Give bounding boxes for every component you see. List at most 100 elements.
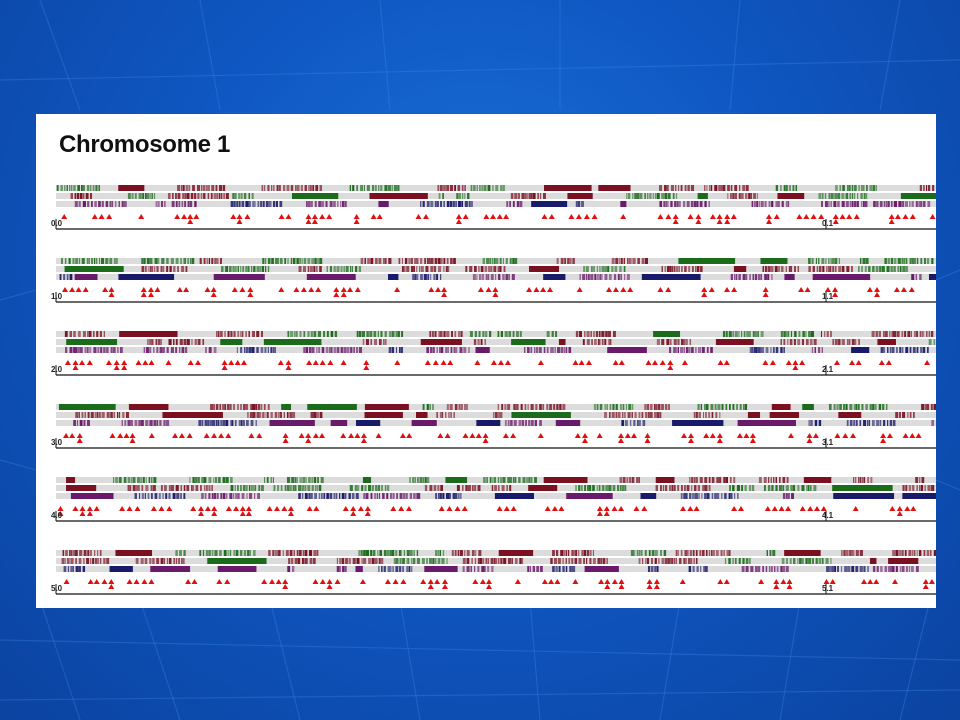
- marker-triangle: [126, 579, 133, 584]
- feature-bar: [454, 550, 457, 556]
- feature-bar: [267, 266, 270, 272]
- feature-bar: [787, 339, 789, 345]
- feature-bar: [262, 201, 265, 207]
- feature-bar: [426, 258, 429, 264]
- marker-triangle: [282, 579, 289, 584]
- feature-bar: [156, 347, 159, 353]
- feature-bar: [890, 201, 893, 207]
- feature-bar: [446, 558, 448, 564]
- feature-bar: [458, 331, 461, 337]
- feature-bar: [514, 558, 518, 564]
- marker-triangle: [766, 214, 772, 219]
- feature-bar: [656, 339, 660, 345]
- feature-bar: [299, 331, 302, 337]
- marker-triangle: [544, 506, 551, 511]
- feature-bar: [337, 347, 340, 353]
- feature-bar: [201, 185, 203, 191]
- feature-bar: [760, 347, 762, 353]
- feature-bar: [265, 201, 269, 207]
- feature-bar: [346, 347, 350, 353]
- feature-bar: [863, 193, 866, 199]
- feature-bar: [260, 485, 264, 491]
- feature-bar: [86, 258, 88, 264]
- feature-bar: [305, 347, 309, 353]
- feature-bar: [883, 201, 886, 207]
- feature-bar: [290, 185, 294, 191]
- feature-bar: [312, 185, 315, 191]
- marker-triangle: [166, 506, 173, 511]
- feature-bar: [648, 550, 651, 556]
- feature-bar: [818, 420, 822, 426]
- feature-bar: [754, 274, 758, 280]
- feature-bar: [915, 274, 918, 280]
- feature-bar: [790, 266, 793, 272]
- feature-bar: [644, 404, 646, 410]
- feature-bar: [160, 266, 163, 272]
- feature-bar: [207, 420, 210, 426]
- feature-bar: [592, 485, 595, 491]
- feature-bar: [922, 201, 926, 207]
- feature-bar: [502, 477, 506, 483]
- feature-bar: [699, 201, 703, 207]
- feature-bar: [845, 193, 849, 199]
- feature-bar: [741, 485, 744, 491]
- marker-triangle: [231, 287, 238, 292]
- feature-bar: [98, 185, 100, 191]
- marker-triangle: [462, 214, 469, 219]
- feature-bar: [724, 558, 727, 564]
- feature-bar: [365, 493, 369, 499]
- marker-triangle: [575, 214, 582, 219]
- feature-bar: [275, 258, 277, 264]
- feature-bar: [683, 339, 685, 345]
- feature-bar: [201, 493, 204, 499]
- feature-bar: [118, 477, 122, 483]
- feature-bar: [752, 274, 755, 280]
- feature-bar: [83, 550, 87, 556]
- feature-bar: [291, 566, 295, 572]
- feature-bar: [693, 558, 696, 564]
- feature-bar: [663, 201, 666, 207]
- marker-triangle: [503, 214, 510, 219]
- feature-bar: [339, 558, 342, 564]
- marker-triangle: [399, 433, 406, 438]
- marker-triangle: [434, 579, 441, 584]
- feature-bar: [230, 420, 232, 426]
- feature-bar: [286, 485, 290, 491]
- feature-bar: [356, 558, 360, 564]
- feature-bar: [915, 566, 919, 572]
- feature-bar: [689, 477, 691, 483]
- marker-triangle: [86, 511, 93, 516]
- feature-bar: [389, 550, 392, 556]
- feature-bar: [787, 201, 790, 207]
- feature-bar: [349, 185, 352, 191]
- feature-bar: [762, 347, 764, 353]
- marker-triangle: [218, 433, 225, 438]
- feature-bar: [539, 404, 542, 410]
- marker-triangle: [893, 287, 900, 292]
- feature-bar: [895, 550, 899, 556]
- feature-bar: [592, 550, 594, 556]
- feature-block: [70, 493, 114, 499]
- feature-block: [620, 201, 627, 207]
- feature-bar: [849, 420, 853, 426]
- feature-bar: [725, 477, 728, 483]
- feature-bar: [815, 558, 818, 564]
- feature-bar: [81, 258, 85, 264]
- feature-bar: [811, 258, 814, 264]
- feature-bar: [823, 331, 826, 337]
- feature-bar: [122, 412, 125, 418]
- marker-triangle: [185, 579, 192, 584]
- marker-triangle: [245, 511, 252, 516]
- feature-bar: [518, 420, 522, 426]
- feature-bar: [345, 266, 349, 272]
- feature-bar: [736, 485, 741, 491]
- marker-triangle: [183, 287, 190, 292]
- feature-bar: [905, 566, 909, 572]
- feature-bar: [441, 558, 445, 564]
- feature-bar: [739, 404, 742, 410]
- feature-bar: [69, 550, 71, 556]
- feature-bar: [478, 331, 481, 337]
- feature-bar: [248, 493, 253, 499]
- feature-bar: [278, 185, 281, 191]
- feature-bar: [157, 339, 161, 345]
